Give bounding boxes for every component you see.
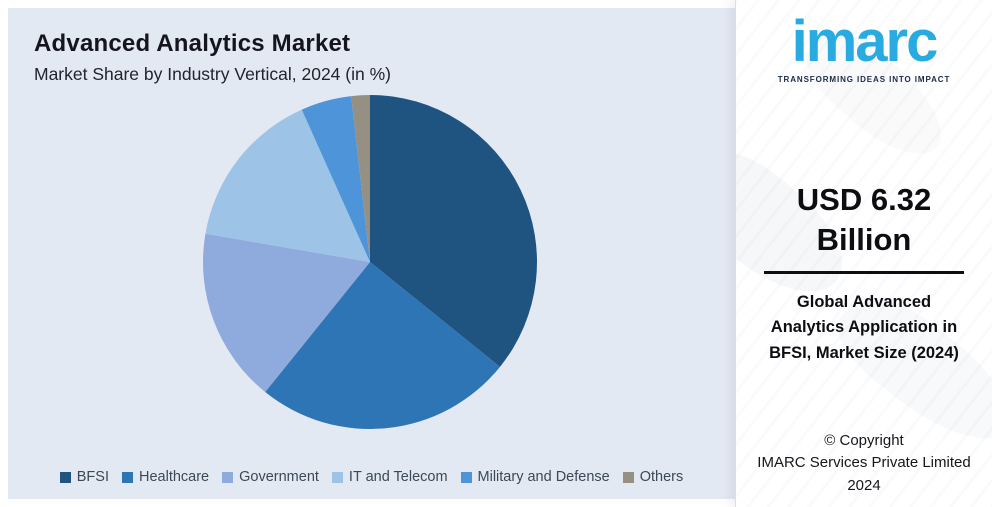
chart-header: Advanced Analytics Market Market Share b…: [34, 30, 391, 85]
pie-slice-healthcare: [265, 262, 500, 429]
divider: [764, 270, 964, 274]
page-title: Advanced Analytics Market: [34, 30, 351, 57]
pie-slice-others: [351, 95, 370, 262]
pie-chart: [203, 95, 537, 429]
pie-slice-bfsi: [370, 95, 537, 367]
imarc-logo: imarc TRANSFORMING IDEAS INTO IMPACT: [736, 9, 992, 84]
copyright-line: 2024: [847, 476, 881, 494]
legend-label: IT and Telecom: [348, 469, 448, 485]
pie-slice-military-and-defense: [301, 96, 370, 262]
market-description: Global Advanced Analytics Application in…: [769, 292, 959, 362]
stat-block: USD 6.32 Billion Global Advanced Analyti…: [736, 180, 992, 366]
copyright-line: IMARC Services Private Limited: [757, 454, 971, 471]
legend-label: BFSI: [76, 469, 109, 485]
legend-swatch-others: [622, 471, 634, 483]
legend-label: Others: [639, 469, 684, 485]
logo-tagline: TRANSFORMING IDEAS INTO IMPACT: [777, 74, 951, 84]
legend-item-bfsi: BFSI: [59, 469, 109, 485]
chart-subtitle: Market Share by Industry Vertical, 2024 …: [34, 64, 391, 84]
legend-item-military-and-defense: Military and Defense: [460, 469, 610, 485]
legend-item-others: Others: [622, 469, 684, 485]
pie-slice-government: [203, 233, 370, 392]
legend-label: Government: [239, 469, 319, 485]
logo-wordmark: imarc: [791, 9, 939, 74]
legend-swatch-it-and-telecom: [331, 471, 343, 483]
chart-legend: BFSI Healthcare Government IT and Teleco…: [8, 469, 735, 485]
legend-item-healthcare: Healthcare: [122, 469, 209, 485]
legend-label: Military and Defense: [477, 469, 610, 485]
chart-panel: Advanced Analytics Market Market Share b…: [8, 8, 735, 499]
legend-item-government: Government: [222, 469, 319, 485]
legend-swatch-healthcare: [122, 471, 133, 483]
legend-swatch-government: [222, 471, 234, 483]
pie-slice-it-and-telecom: [205, 109, 370, 262]
legend-item-it-and-telecom: IT and Telecom: [331, 469, 448, 485]
copyright-line: © Copyright: [824, 431, 904, 449]
market-value: USD 6.32 Billion: [796, 182, 932, 258]
info-panel: imarc TRANSFORMING IDEAS INTO IMPACT USD…: [735, 0, 992, 507]
legend-label: Healthcare: [139, 469, 210, 485]
legend-swatch-military-and-defense: [460, 471, 472, 483]
copyright: © Copyright IMARC Services Private Limit…: [736, 430, 992, 498]
legend-swatch-bfsi: [59, 471, 71, 483]
